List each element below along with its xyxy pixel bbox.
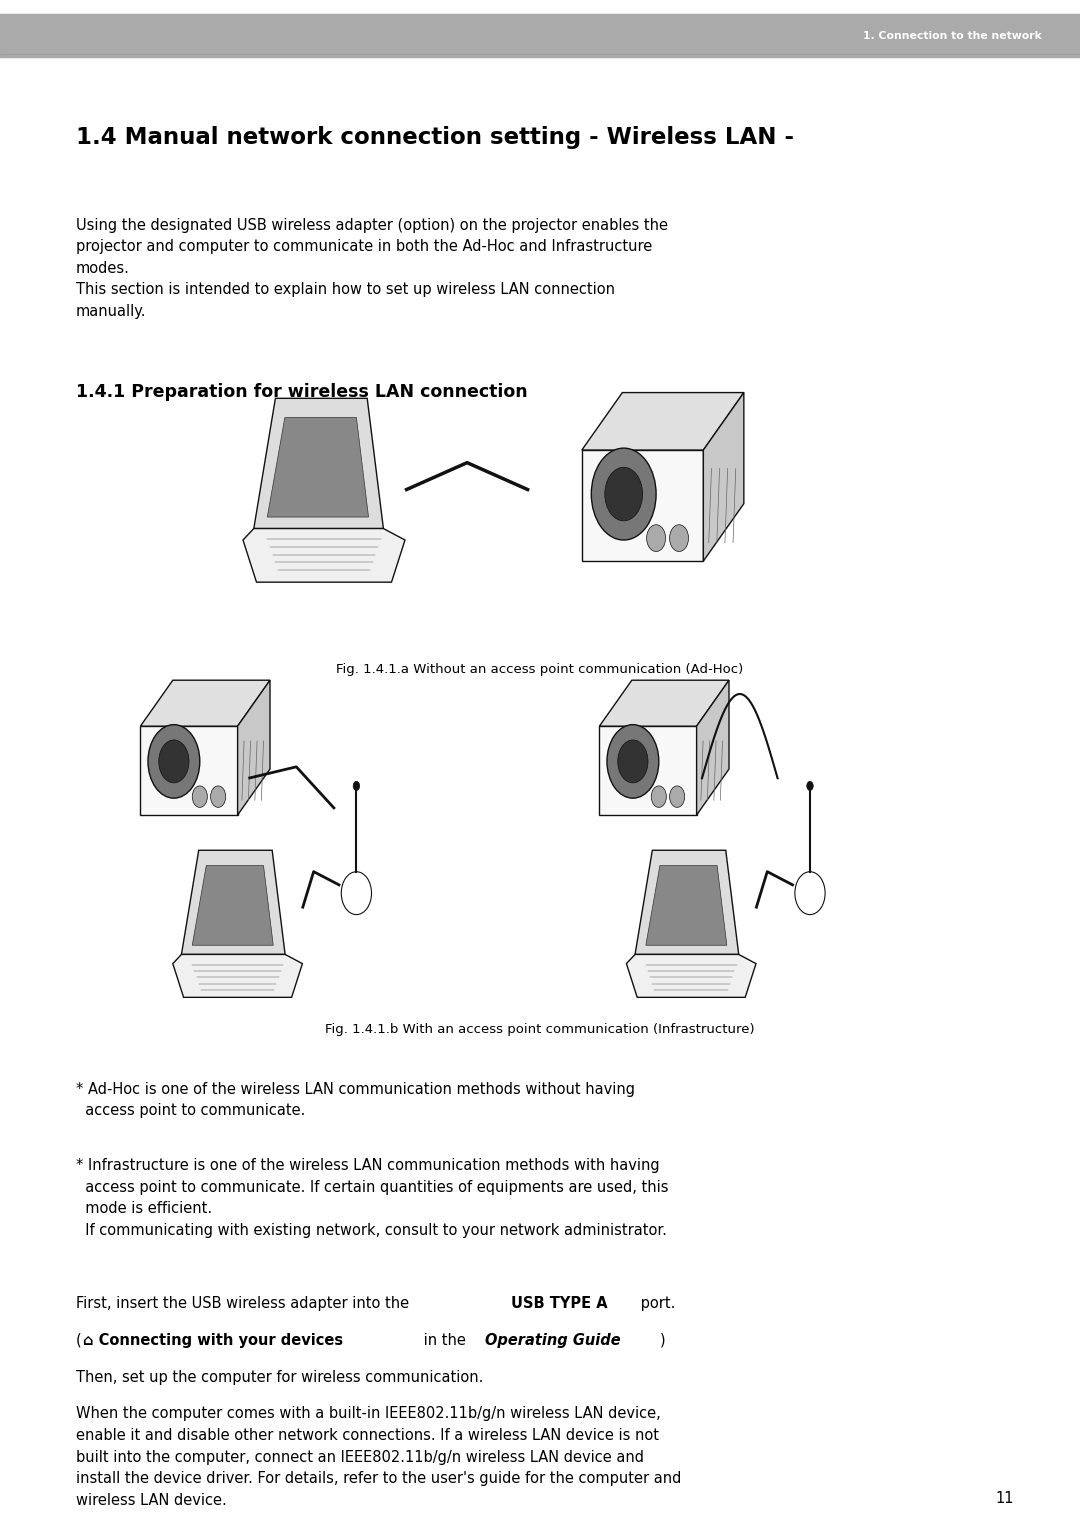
- Text: Then, set up the computer for wireless communication.: Then, set up the computer for wireless c…: [76, 1370, 483, 1385]
- Text: Fig. 1.4.1.b With an access point communication (Infrastructure): Fig. 1.4.1.b With an access point commun…: [325, 1023, 755, 1036]
- FancyBboxPatch shape: [0, 14, 1080, 58]
- Polygon shape: [192, 866, 273, 945]
- Polygon shape: [635, 850, 739, 954]
- Text: USB TYPE A: USB TYPE A: [512, 1296, 608, 1311]
- Circle shape: [651, 786, 666, 807]
- Polygon shape: [582, 450, 703, 561]
- Text: 11: 11: [995, 1491, 1014, 1506]
- Text: port.: port.: [636, 1296, 675, 1311]
- Polygon shape: [646, 866, 727, 945]
- Text: Using the designated USB wireless adapter (option) on the projector enables the
: Using the designated USB wireless adapte…: [76, 218, 667, 319]
- Circle shape: [148, 725, 200, 798]
- Text: 1. Connection to the network: 1. Connection to the network: [863, 31, 1042, 41]
- Text: ): ): [660, 1333, 665, 1348]
- Text: First, insert the USB wireless adapter into the: First, insert the USB wireless adapter i…: [76, 1296, 414, 1311]
- Circle shape: [670, 786, 685, 807]
- Polygon shape: [140, 726, 238, 815]
- Circle shape: [353, 781, 360, 791]
- Circle shape: [807, 781, 813, 791]
- Text: 1.4.1 Preparation for wireless LAN connection: 1.4.1 Preparation for wireless LAN conne…: [76, 383, 527, 401]
- Circle shape: [647, 524, 665, 552]
- Text: * Infrastructure is one of the wireless LAN communication methods with having
  : * Infrastructure is one of the wireless …: [76, 1158, 669, 1238]
- Text: * Ad-Hoc is one of the wireless LAN communication methods without having
  acces: * Ad-Hoc is one of the wireless LAN comm…: [76, 1082, 635, 1118]
- Text: Fig. 1.4.1.a Without an access point communication (Ad-Hoc): Fig. 1.4.1.a Without an access point com…: [336, 663, 744, 676]
- Text: in the: in the: [419, 1333, 470, 1348]
- Circle shape: [618, 740, 648, 783]
- Text: Operating Guide: Operating Guide: [485, 1333, 621, 1348]
- Circle shape: [670, 524, 689, 552]
- Circle shape: [159, 740, 189, 783]
- Circle shape: [211, 786, 226, 807]
- Polygon shape: [703, 392, 744, 561]
- Polygon shape: [599, 680, 729, 726]
- Circle shape: [605, 467, 643, 521]
- Polygon shape: [697, 680, 729, 815]
- Polygon shape: [140, 680, 270, 726]
- Text: ⌂ Connecting with your devices: ⌂ Connecting with your devices: [83, 1333, 343, 1348]
- Text: 1.4 Manual network connection setting - Wireless LAN -: 1.4 Manual network connection setting - …: [76, 126, 794, 149]
- Polygon shape: [254, 398, 383, 529]
- Text: When the computer comes with a built-in IEEE802.11b/g/n wireless LAN device,
ena: When the computer comes with a built-in …: [76, 1406, 681, 1507]
- Circle shape: [607, 725, 659, 798]
- Polygon shape: [238, 680, 270, 815]
- Polygon shape: [243, 529, 405, 582]
- Circle shape: [192, 786, 207, 807]
- Circle shape: [795, 872, 825, 915]
- Circle shape: [341, 872, 372, 915]
- Polygon shape: [626, 954, 756, 997]
- Polygon shape: [268, 417, 368, 516]
- Text: (: (: [76, 1333, 81, 1348]
- Polygon shape: [599, 726, 697, 815]
- Polygon shape: [173, 954, 302, 997]
- Polygon shape: [181, 850, 285, 954]
- Polygon shape: [582, 392, 744, 450]
- Circle shape: [592, 447, 657, 539]
